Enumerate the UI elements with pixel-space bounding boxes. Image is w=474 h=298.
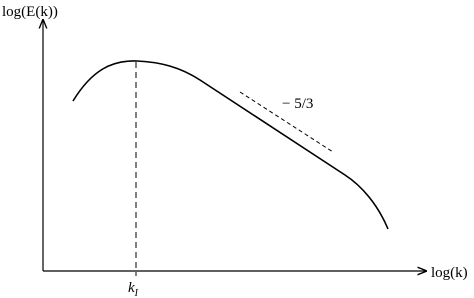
slope-guide	[239, 91, 334, 153]
peak-label-main: k	[128, 280, 135, 296]
peak-label-sub: I	[134, 288, 139, 298]
peak-label: kI	[128, 280, 139, 298]
slope-label: − 5/3	[282, 96, 313, 112]
x-axis-label: log(k)	[431, 265, 468, 281]
y-axis-label: log(E(k))	[2, 4, 58, 20]
spectrum-curve	[72, 60, 389, 230]
